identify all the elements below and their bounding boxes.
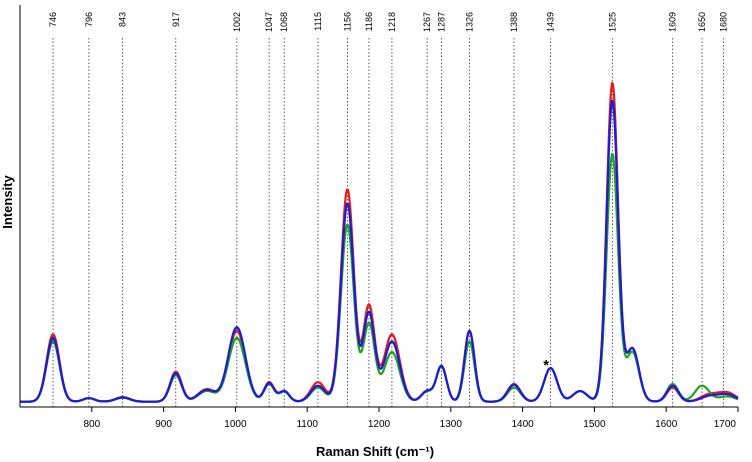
peak-label: 1156 <box>342 12 352 31</box>
x-tick-label: 1400 <box>511 419 534 430</box>
x-tick-label: 1000 <box>224 419 247 430</box>
spectrum-line <box>19 99 739 403</box>
x-axis-ticks: 800 900 1000 1100 1200 1300 1400 1500 1600 1700 <box>83 407 739 430</box>
peak-label: 843 <box>118 12 128 27</box>
peak-reference-lines <box>52 38 725 407</box>
x-axis-label: Raman Shift (cm⁻¹) <box>316 444 434 459</box>
plot-axes <box>19 5 738 408</box>
peak-label: 1525 <box>607 12 617 32</box>
peak-label: 1326 <box>464 12 474 32</box>
peak-labels: 746 796 843 917 1002 1047 1068 1115 1156 1186 1218… <box>48 12 729 32</box>
peak-label: 1388 <box>509 12 519 32</box>
x-tick-label: 1600 <box>655 419 678 430</box>
peak-label: 1068 <box>279 12 289 32</box>
peak-label: 796 <box>84 12 94 27</box>
peak-annotation: * <box>543 357 549 374</box>
peak-label: 1047 <box>264 12 274 32</box>
x-tick-label: 800 <box>83 419 100 430</box>
x-tick-label: 1500 <box>583 419 606 430</box>
x-tick-label: 1100 <box>296 419 318 430</box>
peak-label: 1267 <box>422 12 432 32</box>
peak-label: 917 <box>171 12 181 27</box>
y-axis-label: Intensity <box>0 175 15 229</box>
peak-label: 1439 <box>546 12 556 32</box>
peak-label: 746 <box>48 12 58 27</box>
x-tick-label: 1200 <box>368 419 391 430</box>
peak-label: 1115 <box>313 12 323 31</box>
x-tick-label: 900 <box>155 419 172 430</box>
peak-label: 1186 <box>364 12 374 31</box>
spectrum-series <box>19 82 739 403</box>
peak-label: 1002 <box>232 12 242 32</box>
peak-label: 1650 <box>697 12 707 32</box>
x-tick-label: 1300 <box>440 419 463 430</box>
x-tick-label: 1700 <box>714 419 737 430</box>
peak-label: 1287 <box>436 12 446 32</box>
peak-label: 1680 <box>719 12 729 32</box>
peak-label: 1609 <box>668 12 678 32</box>
peak-label: 1218 <box>387 12 397 32</box>
